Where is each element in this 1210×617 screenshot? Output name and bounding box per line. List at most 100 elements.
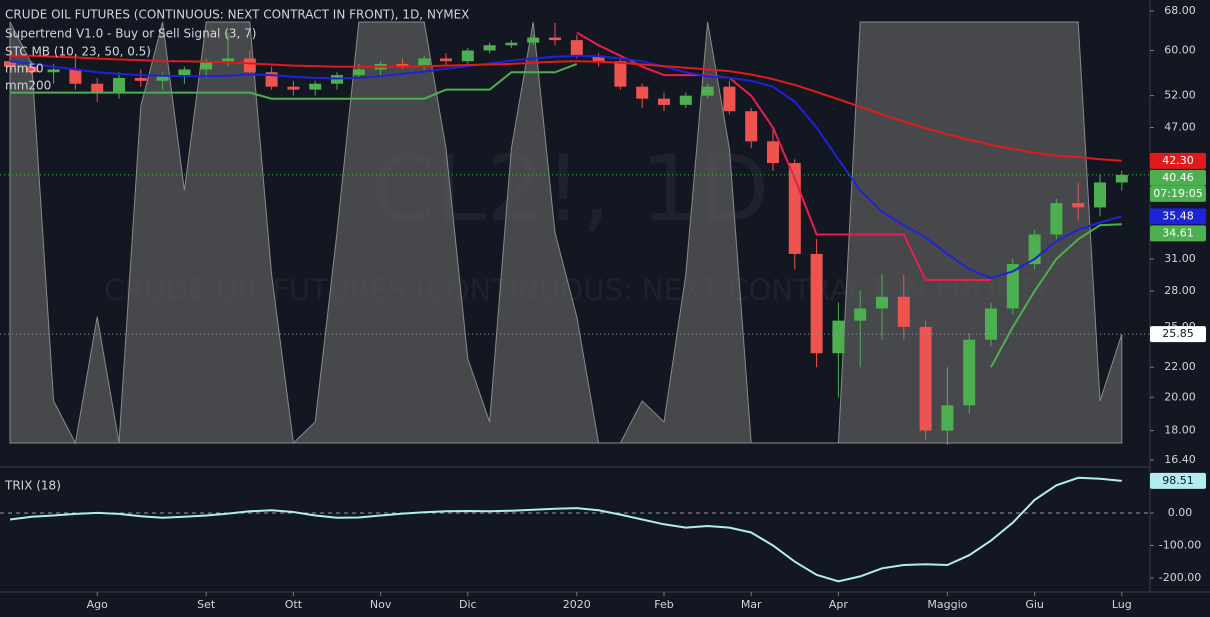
- price-label: 34.61: [1162, 226, 1194, 239]
- candle-body: [1006, 264, 1019, 309]
- moving-average: [10, 54, 1122, 162]
- candle-body: [47, 69, 60, 73]
- x-tick-label: Dic: [459, 598, 477, 611]
- candle-body: [745, 111, 758, 142]
- x-tick-label: Lug: [1112, 598, 1132, 611]
- candle-body: [636, 86, 649, 99]
- y2-tick-label: -100.00: [1159, 538, 1201, 551]
- chart-title: CRUDE OIL FUTURES (CONTINUOUS: NEXT CONT…: [5, 8, 469, 22]
- y-tick-label: 68.00: [1164, 4, 1196, 17]
- price-label: 35.48: [1162, 209, 1194, 222]
- y-tick-label: 47.00: [1164, 121, 1196, 134]
- candle-body: [614, 61, 627, 87]
- candle-body: [287, 86, 300, 90]
- y-tick-label: 52.00: [1164, 89, 1196, 102]
- moving-average: [9, 54, 1123, 279]
- candle-body: [352, 69, 365, 76]
- candle-body: [985, 308, 997, 340]
- candle-body: [309, 83, 322, 90]
- candle-body: [1115, 174, 1128, 183]
- candle-body: [418, 58, 431, 67]
- countdown: 07:19:05: [1153, 187, 1202, 200]
- candle-body: [679, 95, 692, 105]
- x-tick-label: Ott: [285, 598, 303, 611]
- candle-body: [701, 86, 714, 96]
- x-tick-label: Ago: [87, 598, 109, 611]
- candle-body: [941, 405, 954, 431]
- plot: 16.4018.0020.0022.0025.0028.0031.0035.00…: [0, 4, 1206, 611]
- y2-tick-label: 0.00: [1168, 506, 1193, 519]
- candle-body: [658, 98, 670, 105]
- candle-body: [1094, 182, 1106, 208]
- y-tick-label: 60.00: [1164, 43, 1196, 56]
- trix-line: [9, 476, 1122, 583]
- stc-area: [9, 21, 1123, 445]
- y-tick-label: 28.00: [1164, 284, 1196, 297]
- y-tick-label: 20.00: [1164, 390, 1196, 403]
- legend-supertrend: Supertrend V1.0 - Buy or Sell Signal (3,…: [5, 27, 256, 41]
- legend-stc: STC MB (10, 23, 50, 0.5): [5, 45, 151, 59]
- x-tick-label: Apr: [829, 598, 849, 611]
- supertrend-up: [10, 62, 1122, 368]
- price-label: 42.30: [1162, 154, 1194, 167]
- candle-body: [767, 141, 779, 164]
- x-tick-label: Nov: [370, 598, 392, 611]
- candle-body: [1072, 203, 1085, 208]
- candle-body: [178, 69, 191, 76]
- candle-body: [134, 77, 147, 81]
- x-tick-label: Giu: [1025, 598, 1044, 611]
- supertrend-down: [576, 31, 991, 281]
- x-tick-label: Maggio: [927, 598, 967, 611]
- candle-body: [876, 296, 888, 309]
- trix-label-box: [1150, 472, 1206, 489]
- candle-body: [396, 63, 409, 67]
- candle-body: [461, 50, 474, 62]
- candle-body: [854, 308, 867, 321]
- x-tick-label: Set: [197, 598, 216, 611]
- candle-body: [527, 37, 540, 43]
- candle-body: [243, 58, 256, 73]
- x-tick-label: 2020: [563, 598, 591, 611]
- candle-body: [25, 66, 38, 73]
- candle-body: [832, 320, 845, 354]
- y-tick-label: 18.00: [1164, 424, 1196, 437]
- candle-body: [505, 42, 518, 46]
- price-label-box: [1150, 326, 1206, 343]
- y2-tick-label: -200.00: [1159, 571, 1201, 584]
- price-label-box: [1150, 152, 1206, 169]
- candle-body: [897, 296, 910, 327]
- candle-body: [963, 339, 976, 406]
- price-label: 25.85: [1162, 327, 1194, 340]
- candle-body: [570, 40, 583, 56]
- legend-mm200: mm200: [5, 79, 51, 93]
- candle-body: [723, 86, 736, 112]
- price-label: 40.46: [1162, 171, 1194, 184]
- y-tick-label: 16.40: [1164, 453, 1196, 466]
- trix-label: 98.51: [1162, 474, 1194, 487]
- y-tick-label: 31.00: [1164, 252, 1196, 265]
- candle-body: [1050, 203, 1063, 235]
- countdown-box: [1150, 185, 1206, 202]
- price-label-box: [1150, 208, 1206, 225]
- candle-body: [483, 45, 496, 51]
- candle-body: [91, 83, 104, 93]
- candle-body: [156, 75, 169, 81]
- candle-body: [113, 77, 125, 93]
- legend-trix: TRIX (18): [4, 479, 61, 493]
- candle-body: [810, 253, 823, 354]
- candle-body: [69, 69, 82, 84]
- candle-body: [4, 61, 16, 67]
- x-tick-label: Mar: [741, 598, 762, 611]
- legend-mm50: mm50: [5, 62, 44, 76]
- candle-body: [919, 326, 932, 431]
- price-label-box: [1150, 225, 1206, 242]
- candle-body: [549, 37, 561, 41]
- candle-body: [222, 58, 234, 62]
- y-tick-label: 22.00: [1164, 360, 1196, 373]
- price-label-box: [1150, 169, 1206, 186]
- candle-body: [440, 58, 452, 62]
- candle-body: [200, 61, 213, 70]
- x-tick-label: Feb: [654, 598, 673, 611]
